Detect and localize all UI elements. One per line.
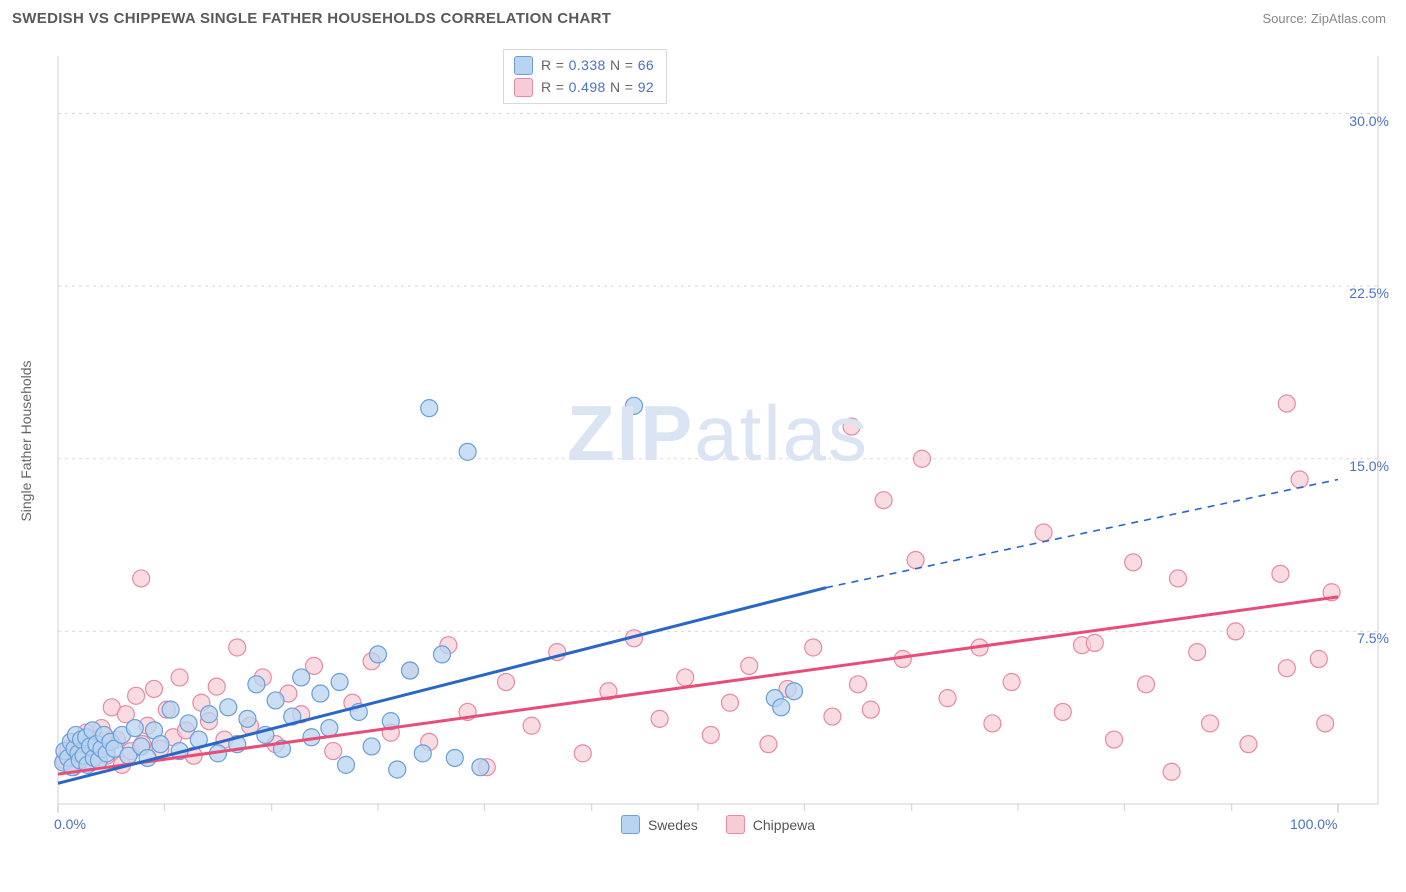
chart-title: SWEDISH VS CHIPPEWA SINGLE FATHER HOUSEH…	[12, 10, 611, 27]
r-label: R =	[541, 79, 569, 95]
source-attribution: Source: ZipAtlas.com	[1262, 11, 1386, 26]
legend-item-chippewa: Chippewa	[726, 815, 815, 834]
scatter-chart	[48, 46, 1388, 836]
chart-plot-area: Single Father Households ZIPatlas R = 0.…	[48, 46, 1388, 836]
swatch-swedes-icon	[514, 56, 533, 75]
n-label: N =	[606, 79, 638, 95]
r-label: R =	[541, 57, 569, 73]
legend-item-swedes: Swedes	[621, 815, 698, 834]
legend: Swedes Chippewa	[621, 815, 815, 834]
y-tick-label: 7.5%	[1357, 630, 1389, 646]
stats-row-chippewa: R = 0.498 N = 92	[514, 77, 654, 99]
swatch-chippewa-icon	[514, 78, 533, 97]
stats-text-swedes: R = 0.338 N = 66	[541, 55, 654, 77]
legend-label-swedes: Swedes	[648, 817, 698, 833]
y-axis-label: Single Father Households	[18, 360, 34, 521]
r-value: 0.498	[569, 79, 606, 95]
x-tick-label: 0.0%	[54, 816, 86, 832]
source-name: ZipAtlas.com	[1311, 11, 1386, 26]
y-tick-label: 22.5%	[1349, 285, 1389, 301]
x-tick-label: 100.0%	[1290, 816, 1337, 832]
legend-swatch-chippewa-icon	[726, 815, 745, 834]
n-label: N =	[606, 57, 638, 73]
stats-box: R = 0.338 N = 66 R = 0.498 N = 92	[503, 49, 667, 104]
r-value: 0.338	[569, 57, 606, 73]
source-prefix: Source:	[1262, 11, 1310, 26]
stats-text-chippewa: R = 0.498 N = 92	[541, 77, 654, 99]
n-value: 66	[638, 57, 654, 73]
stats-row-swedes: R = 0.338 N = 66	[514, 55, 654, 77]
y-tick-label: 30.0%	[1349, 113, 1389, 129]
legend-label-chippewa: Chippewa	[753, 817, 815, 833]
y-tick-label: 15.0%	[1349, 458, 1389, 474]
legend-swatch-swedes-icon	[621, 815, 640, 834]
n-value: 92	[638, 79, 654, 95]
